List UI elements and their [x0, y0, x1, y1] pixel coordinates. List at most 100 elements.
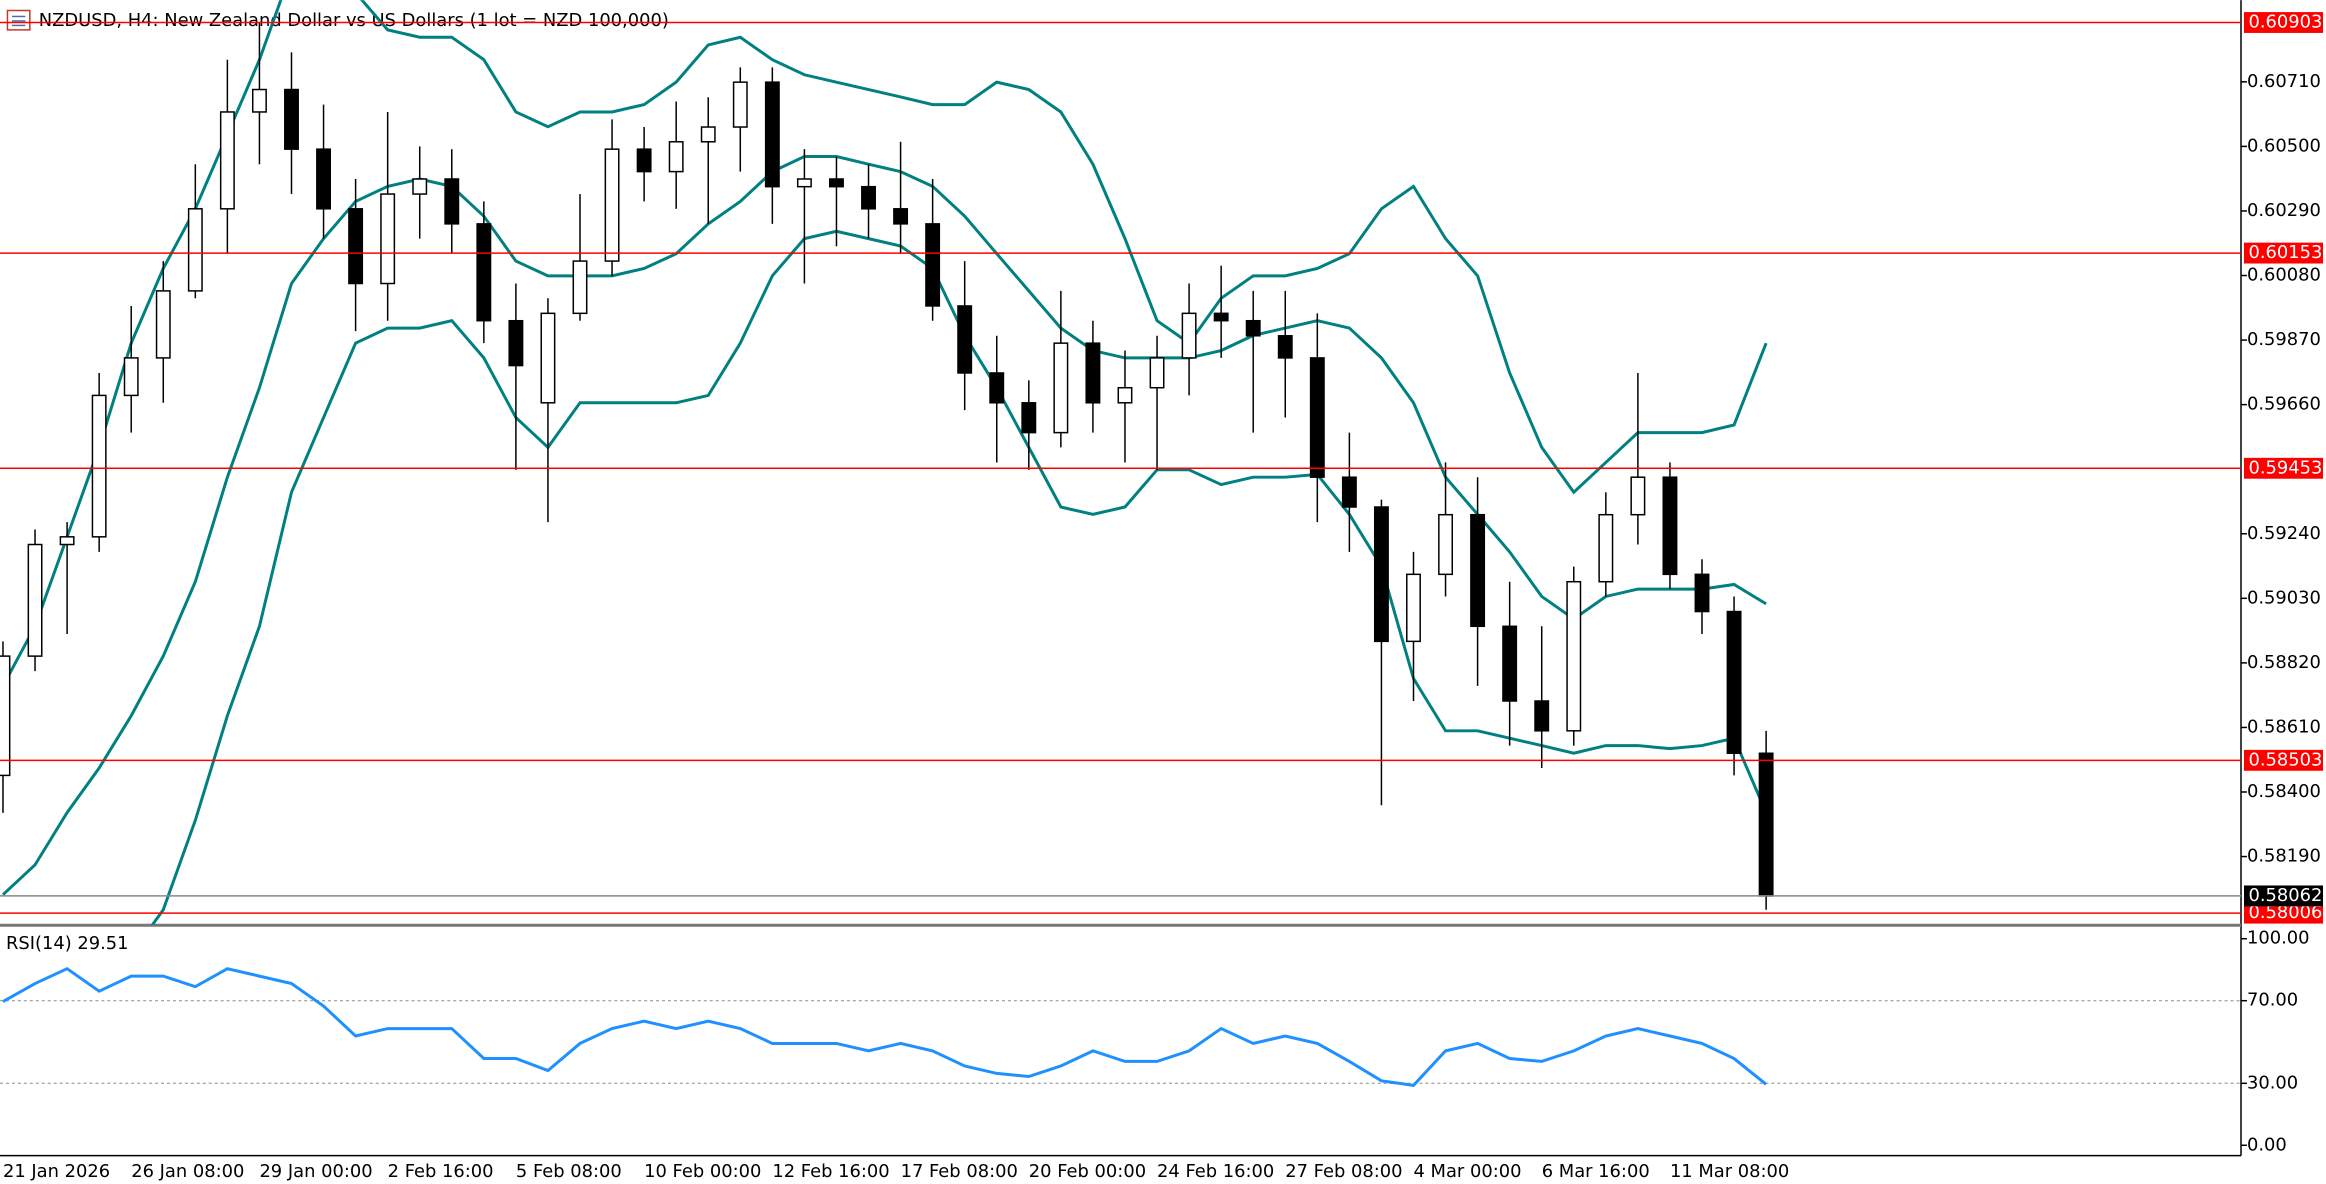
candle-body [925, 223, 941, 307]
bollinger-lower [150, 229, 1768, 925]
candle-body [732, 81, 748, 128]
y-tick-label: 70.00 [2247, 990, 2298, 1011]
y-tick-label: 0.59870 [2247, 329, 2321, 350]
x-tick-label: 10 Feb 00:00 [644, 1161, 761, 1182]
level-label: 0.58006 [2248, 902, 2322, 923]
y-tick-label: 0.58610 [2247, 716, 2321, 737]
candle-body [412, 178, 428, 195]
candle-body [1470, 513, 1486, 628]
candle-body [540, 312, 556, 404]
candle-body [187, 208, 203, 292]
y-tick-label: 30.00 [2247, 1072, 2298, 1093]
x-tick-label: 12 Feb 16:00 [772, 1161, 889, 1182]
candle-body [989, 372, 1005, 404]
candle-body [91, 394, 107, 538]
candle-body [1758, 752, 1774, 897]
axes: 0.60710 0.60500 0.60290 0.60080 0.59870 0.596… [3, 12, 2324, 1182]
candle-body [1502, 625, 1518, 702]
level-label: 0.59453 [2248, 457, 2322, 478]
candle-body [380, 193, 396, 285]
y-tick-label: 100.00 [2247, 928, 2310, 949]
candle-body [1694, 573, 1710, 613]
candle-body [1309, 357, 1325, 478]
candle-body [1021, 402, 1037, 434]
x-tick-label: 4 Mar 00:00 [1413, 1161, 1521, 1182]
candle-body [123, 357, 139, 397]
candle-body [1149, 357, 1165, 389]
candle-body [1085, 342, 1101, 404]
level-label-box [2243, 902, 2324, 924]
y-tick-label: 0.60710 [2247, 71, 2321, 92]
candle-body [476, 223, 492, 322]
last-price-label: 0.58062 [2248, 885, 2322, 906]
x-tick-label: 2 Feb 16:00 [388, 1161, 494, 1182]
x-tick-label: 6 Mar 16:00 [1542, 1161, 1650, 1182]
y-tick-label: 0.00 [2247, 1134, 2287, 1155]
candle-body [572, 260, 588, 315]
candle-body [316, 148, 332, 210]
x-tick-label: 17 Feb 08:00 [901, 1161, 1018, 1182]
y-tick-label: 0.60290 [2247, 200, 2321, 221]
level-label: 0.58503 [2248, 749, 2322, 770]
candle-body [893, 208, 909, 225]
candle-body [284, 88, 299, 150]
rsi-plot [0, 966, 2242, 1087]
candle-body [1341, 476, 1357, 508]
candle-body [1438, 513, 1454, 576]
candle-body [1630, 476, 1646, 516]
y-tick-label: 0.58400 [2247, 781, 2321, 802]
rsi-title: RSI(14) 29.51 [6, 933, 129, 954]
candle-body [1213, 312, 1229, 322]
x-tick-label: 29 Jan 00:00 [259, 1161, 372, 1182]
candle-body [1117, 386, 1133, 404]
candle-body [668, 141, 684, 173]
candle-body [604, 148, 620, 262]
x-tick-label: 20 Feb 00:00 [1029, 1161, 1146, 1182]
candle-body [1373, 506, 1389, 643]
candle-body [0, 655, 11, 777]
level-label-box [2243, 12, 2324, 33]
candle-body [251, 88, 267, 113]
y-tick-label: 0.59660 [2247, 394, 2321, 415]
candle-body [155, 290, 171, 359]
candle-body [796, 178, 812, 188]
candle-body [444, 178, 460, 225]
candle-body [861, 185, 876, 210]
candle-body [1566, 580, 1582, 732]
level-label-box [2243, 457, 2324, 479]
y-tick-label: 0.59240 [2247, 523, 2321, 544]
level-label: 0.60903 [2248, 12, 2322, 33]
symbol-icon [6, 9, 31, 31]
candle-body [700, 126, 716, 143]
y-tick-label: 0.58820 [2247, 652, 2321, 673]
candle-body [1053, 342, 1069, 434]
candle-body [27, 543, 43, 657]
y-tick-label: 0.60500 [2247, 135, 2321, 156]
y-tick-label: 0.58190 [2247, 846, 2321, 867]
last-price-box [2243, 885, 2324, 907]
candle-body [764, 81, 780, 188]
candle-body [636, 148, 652, 173]
price-plot [0, 0, 2242, 925]
candle-body [1598, 513, 1614, 583]
candle-body [59, 536, 75, 546]
chart-title: NZDUSD, H4: New Zealand Dollar vs US Dol… [39, 10, 669, 31]
x-tick-label: 27 Feb 08:00 [1285, 1161, 1402, 1182]
y-tick-label: 0.59030 [2247, 587, 2321, 608]
candle-body [1181, 312, 1197, 359]
candle-body [508, 319, 524, 367]
candle-body [957, 305, 973, 374]
candle-body [1277, 335, 1293, 359]
candle-body [1406, 573, 1421, 643]
x-tick-label: 11 Mar 08:00 [1670, 1161, 1789, 1182]
candle-body [1534, 700, 1550, 732]
bollinger-upper [1, 0, 1768, 687]
rsi-line [2, 966, 1768, 1087]
candle-body [348, 208, 364, 285]
candle-body [1245, 319, 1261, 337]
candle-body [1662, 476, 1678, 576]
level-label: 0.60153 [2248, 242, 2322, 263]
